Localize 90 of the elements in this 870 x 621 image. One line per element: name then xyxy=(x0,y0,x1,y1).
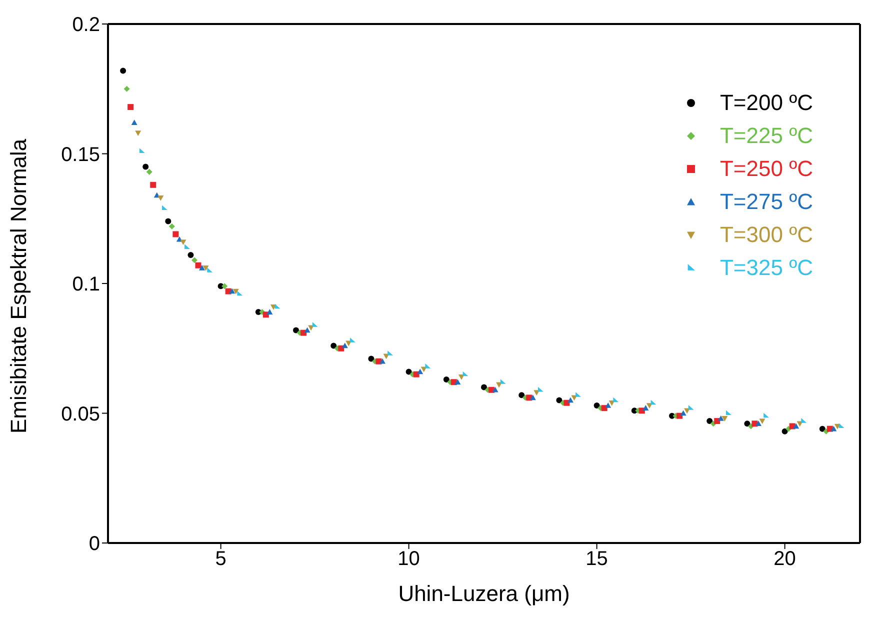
point xyxy=(642,405,649,410)
point xyxy=(350,338,356,342)
point xyxy=(454,379,461,385)
point xyxy=(188,252,194,258)
x-tick-label: 5 xyxy=(215,548,226,570)
point xyxy=(199,264,205,270)
point xyxy=(406,368,412,375)
y-tick-label: 0.15 xyxy=(61,144,100,166)
point xyxy=(388,350,393,356)
point xyxy=(782,428,788,434)
y-axis-title: Emisibitate Espektral Normala xyxy=(6,138,31,434)
point xyxy=(146,168,152,175)
point xyxy=(722,416,728,422)
point xyxy=(172,231,179,238)
point xyxy=(379,358,386,364)
point xyxy=(135,130,142,136)
point xyxy=(718,415,724,421)
x-tick-label: 20 xyxy=(774,548,796,570)
point xyxy=(538,386,544,392)
point xyxy=(191,257,198,264)
point xyxy=(180,240,186,245)
point xyxy=(124,86,130,92)
x-axis-title: Uhin-Luzera (μm) xyxy=(398,581,570,606)
point xyxy=(195,262,202,268)
point xyxy=(168,223,175,230)
point xyxy=(150,182,156,188)
point xyxy=(594,402,600,408)
point xyxy=(605,402,612,408)
point xyxy=(207,268,213,272)
point xyxy=(838,423,844,428)
point xyxy=(819,426,826,432)
legend-label: T=325 ºC xyxy=(720,254,813,280)
point xyxy=(613,397,619,402)
point xyxy=(764,412,769,418)
point xyxy=(500,379,506,384)
point xyxy=(744,420,750,427)
point xyxy=(131,120,138,126)
point xyxy=(184,244,190,249)
point xyxy=(425,364,431,368)
point xyxy=(492,386,498,392)
legend-label: T=225 ºC xyxy=(720,122,813,148)
point xyxy=(564,400,570,406)
point xyxy=(417,368,424,374)
point xyxy=(202,266,209,271)
point xyxy=(726,410,732,416)
legend-label: T=300 ºC xyxy=(720,222,813,248)
point xyxy=(165,218,172,224)
point xyxy=(142,164,149,170)
point xyxy=(530,394,536,400)
legend-label: T=250 ºC xyxy=(720,156,813,182)
point xyxy=(128,104,134,110)
y-tick-label: 0 xyxy=(88,533,100,556)
point xyxy=(266,309,273,314)
y-tick-label: 0.05 xyxy=(61,403,100,426)
point xyxy=(556,397,562,404)
point xyxy=(120,68,126,74)
point xyxy=(330,342,337,349)
point xyxy=(706,418,713,424)
point xyxy=(232,288,239,294)
point xyxy=(567,397,574,403)
point xyxy=(368,356,374,362)
point xyxy=(680,410,686,416)
point xyxy=(755,420,762,426)
point xyxy=(759,418,766,424)
point xyxy=(222,283,228,290)
point xyxy=(801,418,807,423)
point xyxy=(830,426,837,432)
point xyxy=(229,288,236,294)
point xyxy=(139,148,145,153)
point xyxy=(481,384,487,390)
x-tick-label: 15 xyxy=(586,548,608,570)
point xyxy=(293,327,299,334)
point xyxy=(676,412,683,419)
point xyxy=(158,195,164,201)
point xyxy=(237,290,243,296)
point xyxy=(518,392,525,398)
y-tick-label: 0.2 xyxy=(72,14,100,36)
point xyxy=(342,342,348,348)
y-tick-label: 0.1 xyxy=(72,274,100,296)
point xyxy=(688,405,694,410)
legend-label: T=200 ºC xyxy=(720,90,813,116)
point xyxy=(443,376,450,383)
point xyxy=(304,327,310,333)
point xyxy=(312,322,318,327)
point xyxy=(338,345,344,352)
point xyxy=(576,392,581,397)
legend-label: T=275 ºC xyxy=(720,188,813,214)
point xyxy=(162,205,168,210)
point xyxy=(793,423,800,429)
x-tick-label: 10 xyxy=(398,548,420,570)
